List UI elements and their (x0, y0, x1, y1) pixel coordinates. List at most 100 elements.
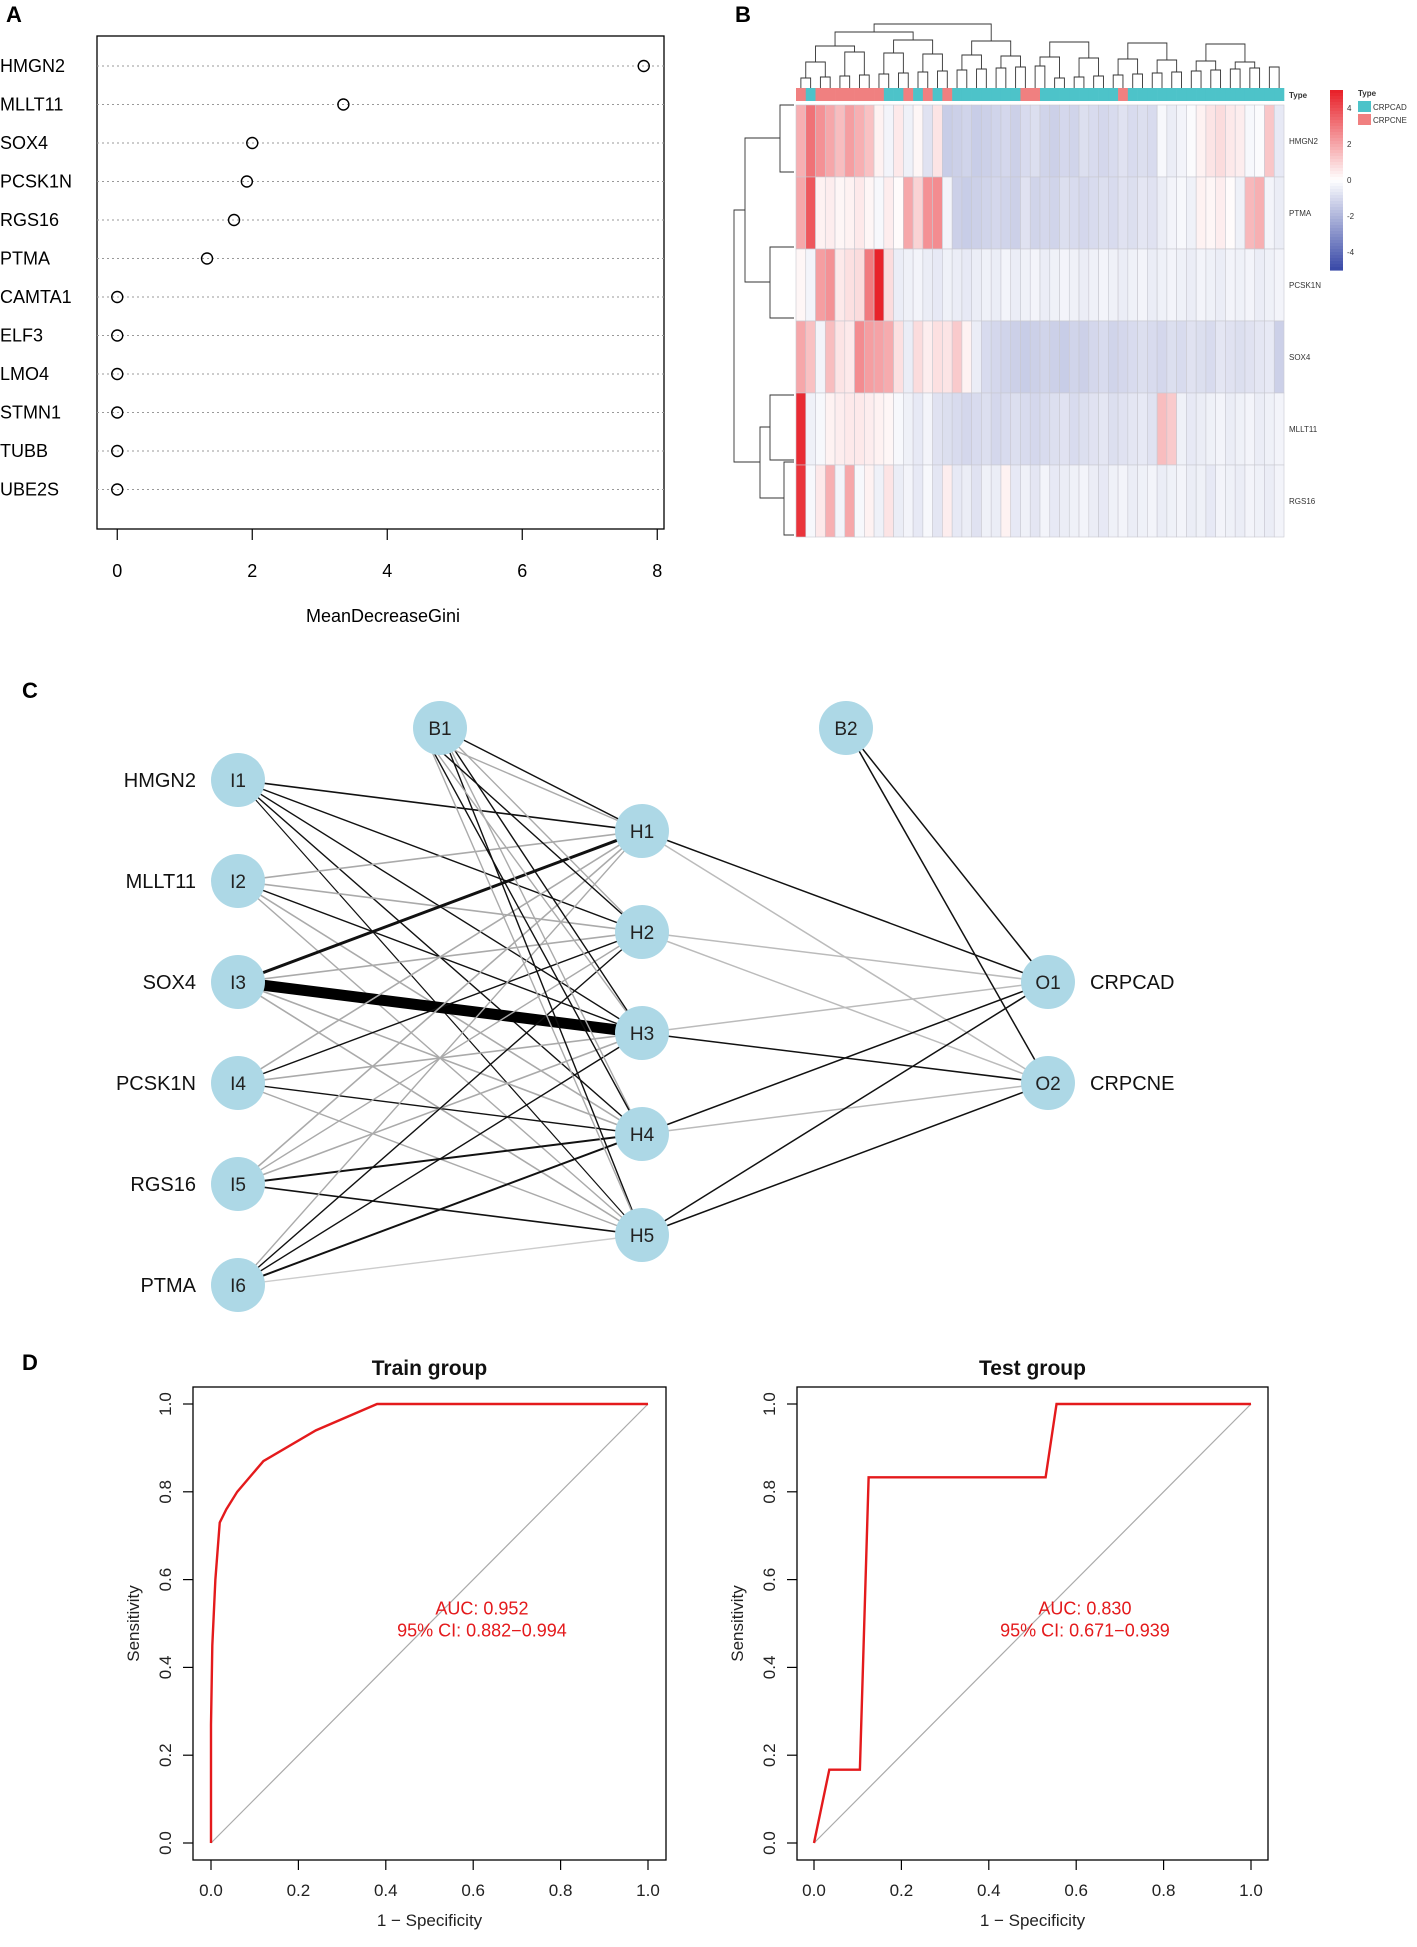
heatmap-cell (844, 392, 855, 466)
heatmap-cell (1049, 320, 1060, 394)
heatmap-cell (815, 392, 826, 466)
heatmap-cell (805, 176, 816, 250)
heatmap-cell (1137, 320, 1148, 394)
heatmap-cell (873, 248, 885, 322)
heatmap-cell (942, 320, 953, 394)
gini-x-tick-label: 4 (382, 561, 392, 581)
heatmap-cell (893, 104, 904, 178)
roc-reference-line (813, 1403, 1252, 1844)
column-dendrogram (800, 23, 1280, 88)
annotation-cell (874, 88, 885, 101)
heatmap-cell (893, 176, 904, 250)
roc-y-tick-label: 0.6 (156, 1568, 175, 1592)
roc-title: Test group (979, 1357, 1086, 1380)
color-scale-tick: -4 (1347, 248, 1355, 257)
heatmap-cell (1020, 176, 1031, 250)
roc-x-tick-label: 0.4 (374, 1881, 398, 1900)
panel-letter-a: A (6, 2, 22, 27)
roc-y-tick-label: 0.8 (760, 1480, 779, 1504)
heatmap-cell (1244, 320, 1256, 394)
hidden-node (615, 1107, 669, 1161)
color-scale-step (1330, 153, 1343, 157)
heatmap-cell (1176, 464, 1187, 538)
panel-letter-b: B (735, 2, 751, 27)
panel-letter-d: D (22, 1350, 38, 1375)
network-edge (641, 981, 1049, 1135)
type-legend: Type CRPCAD CRPCNE (1358, 89, 1407, 125)
heatmap-cell (1147, 176, 1158, 250)
heatmap-cell (883, 464, 894, 538)
heatmap-cell (873, 176, 885, 250)
type-legend-label: CRPCNE (1373, 116, 1407, 125)
heatmap-cell (1186, 320, 1197, 394)
roc-reference-line (210, 1403, 649, 1844)
heatmap-cell (961, 320, 972, 394)
heatmap-cell (961, 392, 972, 466)
heatmap-cell (1254, 464, 1265, 538)
heatmap-cell (951, 104, 963, 178)
heatmap-cell (1127, 104, 1138, 178)
heatmap-cell (961, 104, 972, 178)
color-scale-step (1330, 237, 1343, 241)
gini-point (227, 213, 241, 227)
heatmap-cell (1156, 464, 1168, 538)
heatmap-cell (1039, 392, 1051, 466)
heatmap-cell (834, 464, 846, 538)
heatmap-cell (893, 248, 904, 322)
heatmap-cell (1127, 464, 1138, 538)
heatmap-cell (1147, 104, 1158, 178)
heatmap-cell (990, 176, 1002, 250)
roc-curve (209, 1402, 648, 1843)
network-edge (237, 829, 643, 984)
heatmap-cell (1234, 464, 1246, 538)
color-scale-step (1330, 207, 1343, 211)
color-scale-step (1330, 267, 1343, 271)
roc-auc-label: AUC: 0.952 (435, 1599, 528, 1619)
heatmap-cell (922, 392, 933, 466)
heatmap-cell (1049, 176, 1060, 250)
heatmap-cell (815, 248, 826, 322)
heatmap-cell (932, 392, 943, 466)
heatmap-cell (1068, 320, 1080, 394)
roc-y-tick-label: 1.0 (156, 1392, 175, 1416)
color-scale-tick: 2 (1347, 140, 1352, 149)
heatmap-cell (1244, 104, 1256, 178)
heatmap-cell (942, 104, 953, 178)
color-scale-step (1330, 123, 1343, 127)
gini-gene-label: STMN1 (0, 403, 61, 423)
heatmap-cell (1244, 392, 1256, 466)
heatmap-cell (1215, 464, 1226, 538)
heatmap-cell (1098, 176, 1109, 250)
heatmap-cell (990, 464, 1002, 538)
heatmap-cell (1273, 176, 1285, 250)
roc-frame (796, 1386, 1269, 1861)
heatmap-cell (1205, 320, 1216, 394)
annotation-cell (796, 88, 807, 101)
heatmap-cell (1156, 248, 1168, 322)
network-edge (439, 727, 643, 832)
network-edge (237, 1234, 643, 1286)
network-edge (641, 830, 1049, 983)
heatmap-cell (1234, 104, 1246, 178)
heatmap-cell (854, 392, 865, 466)
color-scale-step (1330, 168, 1343, 172)
color-scale-step (1330, 231, 1343, 235)
gini-point (240, 175, 254, 188)
heatmap-cell (1166, 464, 1177, 538)
heatmap-cell (922, 248, 933, 322)
input-node (211, 1056, 265, 1110)
roc-x-tick-label: 0.6 (461, 1881, 485, 1900)
color-scale-step (1330, 225, 1343, 229)
annotation-cell (1059, 88, 1070, 101)
roc-x-tick-label: 0.2 (890, 1881, 914, 1900)
heatmap-cell (903, 392, 914, 466)
gini-point (111, 367, 124, 381)
output-node (1021, 1056, 1075, 1110)
gini-plot-frame (96, 35, 665, 530)
annotation-cell (1235, 88, 1246, 101)
color-scale-step (1330, 96, 1343, 100)
heatmap-cell (1117, 176, 1129, 250)
heatmap-cell (805, 104, 816, 178)
annotation-cell (961, 88, 972, 101)
heatmap-cell (1127, 320, 1138, 394)
